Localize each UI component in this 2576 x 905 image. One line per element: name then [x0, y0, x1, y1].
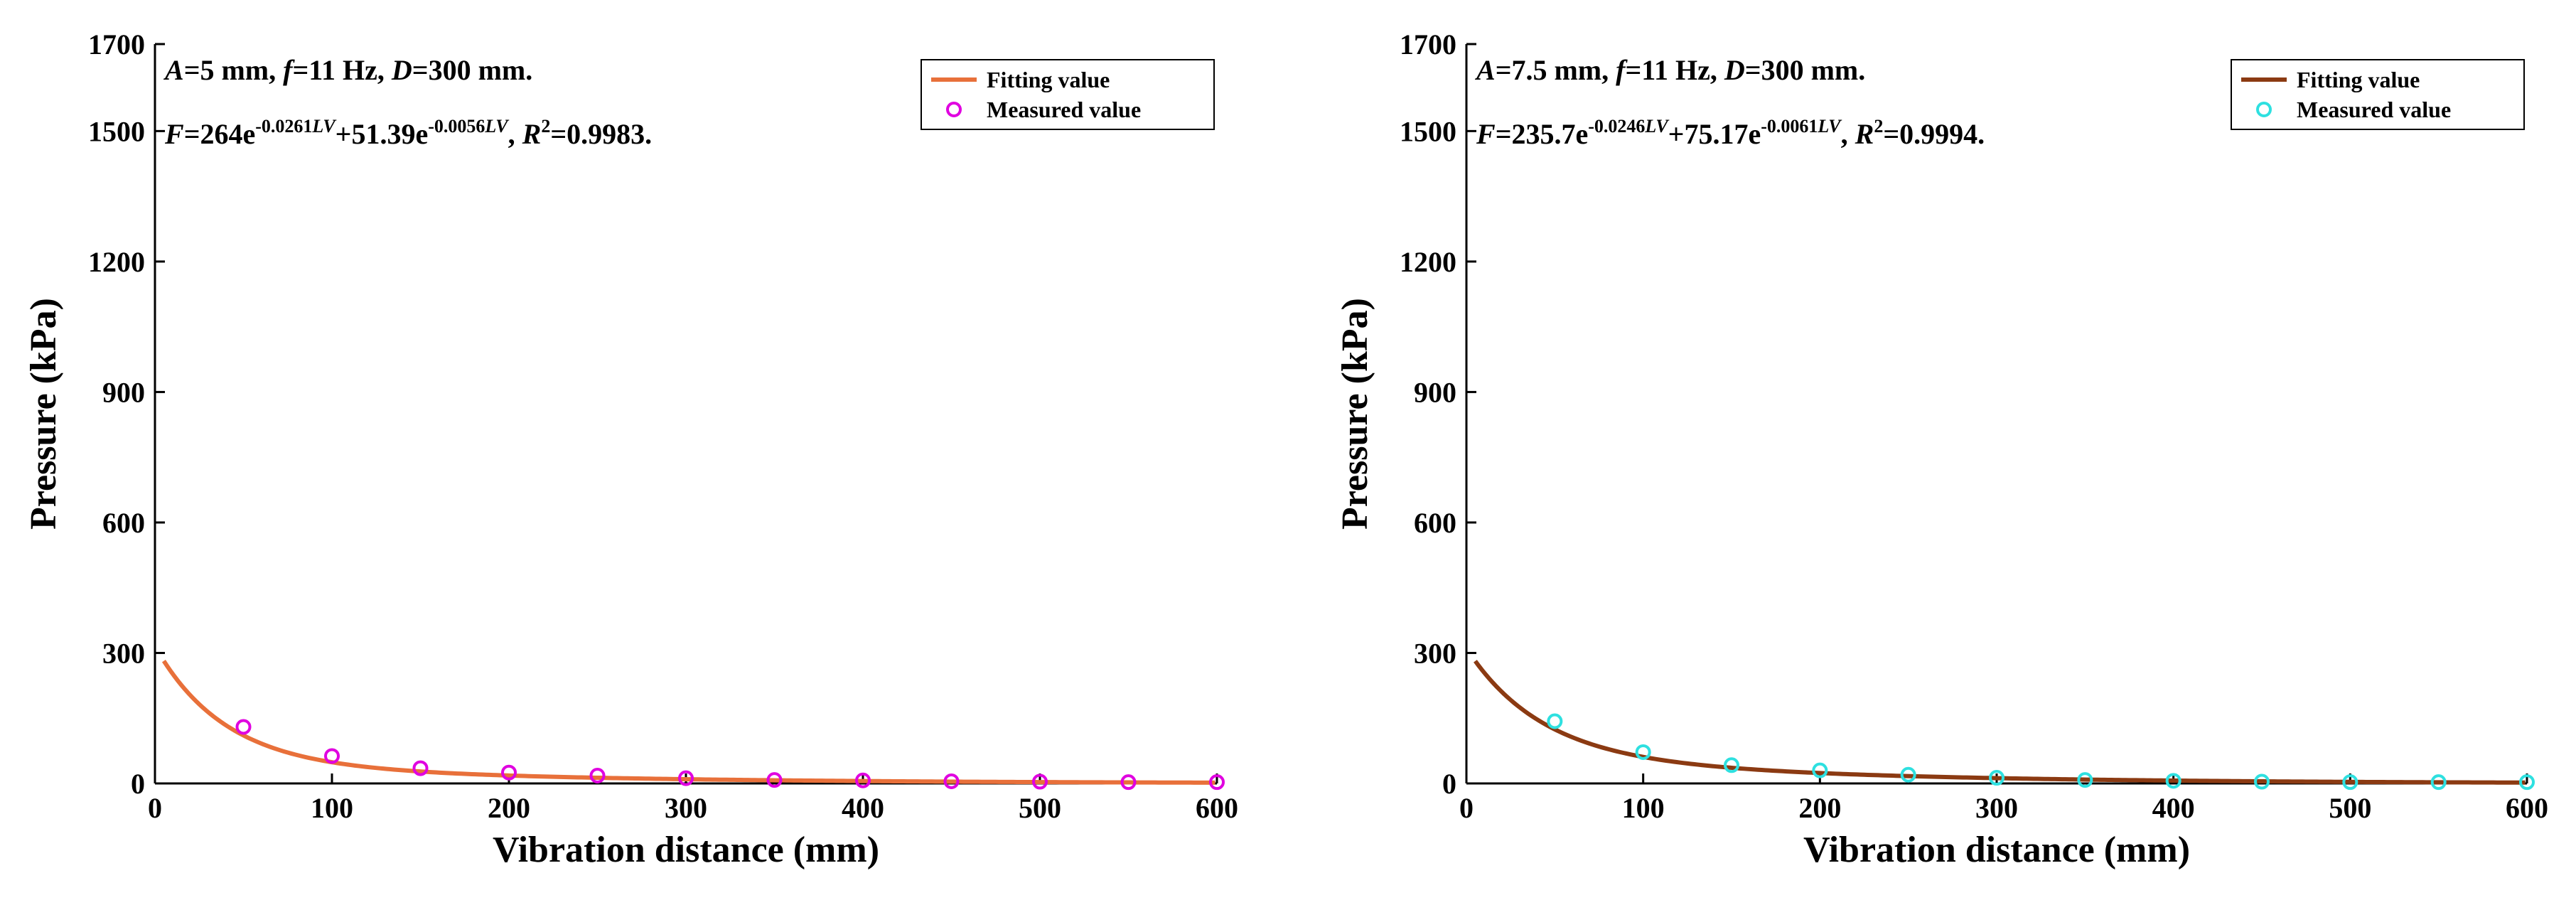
- measured-point: [1989, 770, 2005, 786]
- legend-box: [921, 59, 1215, 130]
- legend-label-fitting: Fitting value: [2297, 67, 2420, 92]
- measured-point: [235, 719, 252, 735]
- legend: Fitting value Measured value: [2231, 59, 2525, 130]
- measured-point: [412, 760, 429, 776]
- y-tick-label: 300: [102, 637, 145, 669]
- legend-label-measured: Measured value: [987, 97, 1141, 122]
- measured-point: [2430, 774, 2447, 791]
- measured-point: [1547, 713, 1563, 729]
- measured-point: [943, 773, 960, 789]
- measured-point: [2254, 773, 2270, 790]
- annotation-parameters: A=7.5 mm, f=11 Hz, D=300 mm.: [1474, 54, 1865, 86]
- measured-point: [2165, 773, 2181, 789]
- annotation-fit-equation: F=235.7e-0.0246LV+75.17e-0.0061LV, R2=0.…: [1476, 116, 1985, 150]
- measured-point: [2077, 772, 2093, 788]
- x-axis-title: Vibration distance (mm): [493, 830, 879, 870]
- legend-marker-swatch: [946, 102, 962, 117]
- measured-point: [1812, 762, 1828, 778]
- y-tick-label: 300: [1414, 637, 1456, 669]
- x-tick-label: 400: [2152, 792, 2195, 824]
- legend-marker-swatch: [2256, 102, 2272, 117]
- x-axis-title: Vibration distance (mm): [1803, 830, 2190, 870]
- measured-point: [1900, 766, 1916, 783]
- y-tick-label: 1500: [1400, 115, 1456, 147]
- y-tick-label: 0: [1442, 768, 1456, 800]
- measured-point: [1724, 757, 1739, 773]
- annotation-parameters: A=5 mm, f=11 Hz, D=300 mm.: [163, 54, 532, 86]
- measured-point: [2519, 774, 2535, 791]
- y-tick-label: 900: [102, 376, 145, 408]
- x-tick-label: 0: [148, 792, 162, 824]
- x-tick-label: 300: [665, 792, 707, 824]
- x-tick-label: 600: [2506, 792, 2548, 824]
- x-tick-label: 600: [1196, 792, 1238, 824]
- x-tick-label: 400: [842, 792, 884, 824]
- measured-point: [501, 764, 517, 781]
- annotation-fit-equation: F=264e-0.0261LV+51.39e-0.0056LV, R2=0.99…: [164, 116, 652, 150]
- y-tick-label: 0: [131, 768, 145, 800]
- x-tick-label: 500: [1019, 792, 1061, 824]
- measured-point: [1032, 773, 1048, 790]
- measured-point: [766, 772, 783, 788]
- y-tick-label: 1700: [1400, 28, 1456, 60]
- y-tick-label: 600: [1414, 507, 1456, 539]
- measured-point: [1209, 774, 1225, 791]
- legend-box: [2231, 59, 2525, 130]
- measured-point: [1635, 744, 1651, 760]
- chart-panel-1: 0 100 200 300 400 500 600 0 300 600 900 1200 1500 170…: [23, 28, 1238, 870]
- x-tick-label: 200: [1798, 792, 1841, 824]
- x-tick-label: 100: [311, 792, 353, 824]
- y-tick-label: 900: [1414, 376, 1456, 408]
- x-tick-label: 300: [1975, 792, 2018, 824]
- measured-point: [855, 772, 871, 788]
- y-tick-label: 1200: [1400, 246, 1456, 278]
- x-tick-label: 0: [1459, 792, 1474, 824]
- y-tick-label: 600: [102, 507, 145, 539]
- legend-label-fitting: Fitting value: [987, 67, 1110, 92]
- legend-label-measured: Measured value: [2297, 97, 2451, 122]
- y-axis-title: Pressure (kPa): [1335, 298, 1375, 530]
- y-tick-label: 1200: [88, 246, 145, 278]
- fitting-curve: [161, 660, 1215, 785]
- legend: Fitting value Measured value: [921, 59, 1215, 130]
- measured-point: [1120, 774, 1137, 791]
- chart-panel-2: 0 100 200 300 400 500 600 0 300 600 900 1200 1500 170…: [1335, 28, 2548, 870]
- measured-point: [589, 767, 606, 783]
- x-tick-label: 500: [2329, 792, 2371, 824]
- x-tick-label: 100: [1622, 792, 1665, 824]
- measured-point: [324, 748, 340, 764]
- measured-point: [678, 770, 694, 786]
- measured-point: [2342, 774, 2358, 791]
- x-tick-label: 200: [488, 792, 530, 824]
- fitting-curve: [1474, 660, 2526, 785]
- y-tick-label: 1500: [88, 115, 145, 147]
- y-tick-label: 1700: [88, 28, 145, 60]
- y-axis-title: Pressure (kPa): [23, 298, 64, 530]
